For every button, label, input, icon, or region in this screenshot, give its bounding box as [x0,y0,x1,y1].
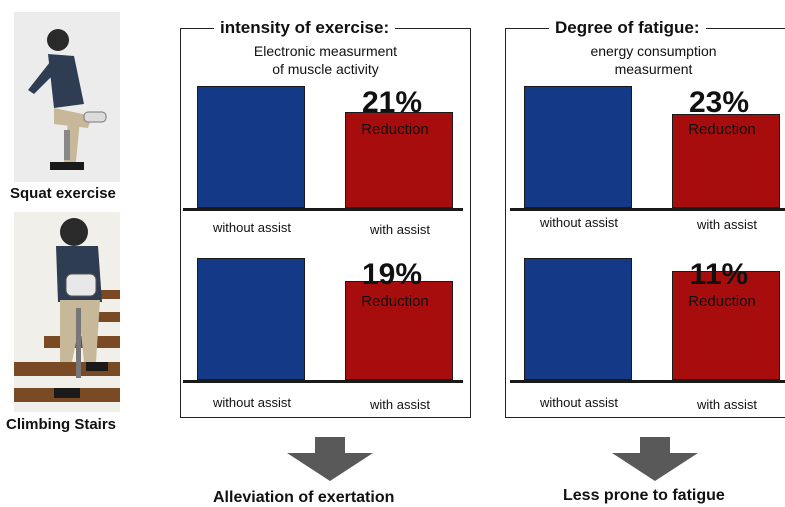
intensity-subtitle-line-2: of muscle activity [272,61,379,77]
squat-exercise-label: Squat exercise [10,185,116,202]
intensity-conclusion: Alleviation of exertation [213,489,395,506]
intensity-subtitle-line-1: Electronic measurment [253,43,398,59]
reduction-label: Reduction [688,293,756,310]
x-label-without-assist: without assist [212,395,292,410]
reduction-percent: 11% [689,258,749,291]
chart-baseline [510,380,785,383]
x-label-with-assist: with assist [697,217,757,232]
reduction-label: Reduction [361,121,429,138]
x-label-with-assist: with assist [370,222,430,237]
reduction-label: Reduction [688,121,756,138]
fatigue-panel-subtitle: energy consumption measurment [506,42,785,78]
bar-without-assist [524,258,632,380]
x-label-with-assist: with assist [370,397,430,412]
reduction-percent: 23% [688,86,750,119]
fatigue-panel-title: Degree of fatigue: [549,18,706,38]
down-arrow-icon [287,437,373,481]
climbing-stairs-photo [14,212,120,412]
bar-with-assist [672,271,780,380]
intensity-panel-subtitle: Electronic measurment of muscle activity [181,42,470,78]
chart-baseline [183,208,463,211]
chart-baseline [183,380,463,383]
fatigue-subtitle-line-1: energy consumption [590,43,717,59]
fatigue-conclusion: Less prone to fatigue [563,487,725,504]
down-arrow-icon [612,437,698,481]
reduction-label: Reduction [361,293,429,310]
climbing-stairs-label: Climbing Stairs [6,416,117,433]
bar-without-assist [197,258,305,380]
bar-with-assist [345,281,453,380]
bar-without-assist [197,86,305,208]
reduction-percent: 19% [361,258,423,291]
squat-exercise-photo [14,12,120,182]
x-label-without-assist: without assist [539,395,619,410]
bar-without-assist [524,86,632,208]
chart-baseline [510,208,785,211]
x-label-without-assist: without assist [212,220,292,235]
intensity-panel-title: intensity of exercise: [214,18,396,38]
reduction-percent: 21% [361,86,423,119]
fatigue-subtitle-line-2: measurment [614,61,693,77]
bar-with-assist [345,112,453,208]
x-label-without-assist: without assist [539,215,619,230]
x-label-with-assist: with assist [697,397,757,412]
bar-with-assist [672,114,780,208]
